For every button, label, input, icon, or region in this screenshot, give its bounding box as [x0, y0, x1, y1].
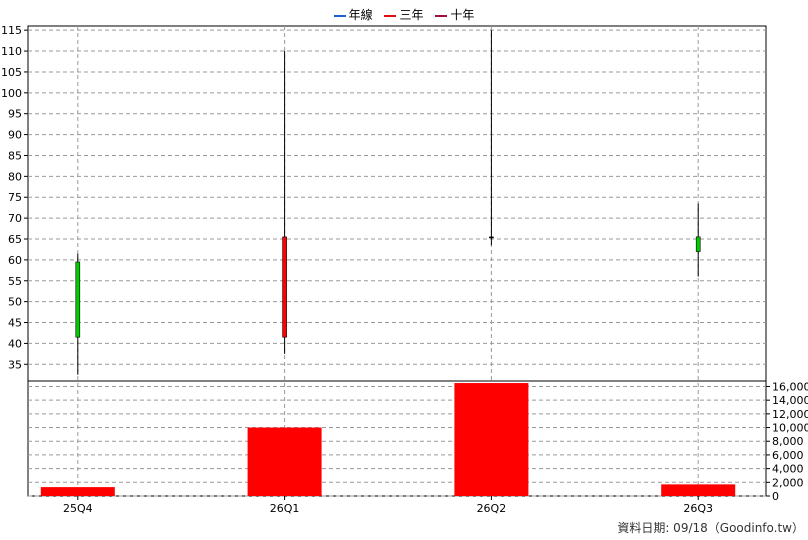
price-tick-label: 60 [8, 254, 22, 267]
volume-tick-label: 8,000 [772, 435, 804, 448]
price-tick-label: 40 [8, 337, 22, 350]
volume-tick-label: 16,000 [772, 380, 808, 393]
volume-bar-25Q4 [40, 487, 115, 496]
legend-item-3y: 三年 [384, 6, 424, 23]
price-tick-label: 75 [8, 191, 22, 204]
price-tick-label: 45 [8, 317, 22, 330]
x-tick-label-26Q2: 26Q2 [477, 502, 507, 515]
legend-label-10y: 十年 [450, 8, 475, 22]
volume-bar-26Q1 [247, 427, 322, 496]
legend: 年線 三年 十年 [0, 6, 808, 23]
price-tick-label: 50 [8, 296, 22, 309]
plot-area [27, 25, 767, 497]
price-tick-label: 115 [1, 24, 22, 37]
volume-tick-label: 2,000 [772, 476, 804, 489]
price-tick-label: 70 [8, 212, 22, 225]
candle-body-26Q2 [489, 236, 494, 239]
candlestick-series [75, 30, 701, 375]
legend-swatch-10y [435, 14, 448, 17]
price-tick-label: 80 [8, 170, 22, 183]
price-tick-label: 95 [8, 108, 22, 121]
volume-tick-label: 4,000 [772, 463, 804, 476]
legend-swatch-3y [384, 14, 397, 17]
candle-body-26Q3 [695, 236, 701, 252]
price-tick-label: 35 [8, 358, 22, 371]
candle-body-25Q4 [75, 261, 81, 338]
x-tick-label-26Q1: 26Q1 [270, 502, 300, 515]
x-tick-label-25Q4: 25Q4 [63, 502, 93, 515]
volume-tick-label: 10,000 [772, 422, 808, 435]
legend-swatch-year [333, 14, 346, 17]
volume-bar-26Q2 [454, 383, 529, 496]
price-tick-label: 90 [8, 129, 22, 142]
x-tick-label-26Q3: 26Q3 [683, 502, 713, 515]
volume-tick-label: 6,000 [772, 449, 804, 462]
volume-tick-label: 12,000 [772, 408, 808, 421]
legend-label-year: 年線 [348, 8, 373, 22]
price-tick-label: 65 [8, 233, 22, 246]
legend-item-10y: 十年 [435, 6, 474, 23]
price-tick-label: 105 [1, 66, 22, 79]
volume-bars [40, 383, 736, 496]
price-tick-label: 55 [8, 275, 22, 288]
candle-body-26Q1 [282, 236, 287, 338]
volume-tick-label: 14,000 [772, 394, 808, 407]
legend-label-3y: 三年 [399, 8, 424, 22]
volume-axis: 02,0004,0006,0008,00010,00012,00014,0001… [766, 380, 808, 503]
price-tick-label: 100 [1, 87, 22, 100]
legend-item-year: 年線 [333, 6, 373, 23]
volume-bar-26Q3 [661, 484, 736, 496]
price-tick-label: 85 [8, 149, 22, 162]
price-axis: 35 40 45 50 55 60 65 70 75 80 85 90 95 100 105 110 115 [1, 24, 28, 371]
volume-tick-label: 0 [772, 490, 779, 503]
price-tick-label: 110 [1, 45, 22, 58]
x-axis: 25Q4 26Q1 26Q2 26Q3 [63, 496, 713, 515]
data-date-footer: 資料日期: 09/18（Goodinfo.tw） [617, 521, 804, 535]
